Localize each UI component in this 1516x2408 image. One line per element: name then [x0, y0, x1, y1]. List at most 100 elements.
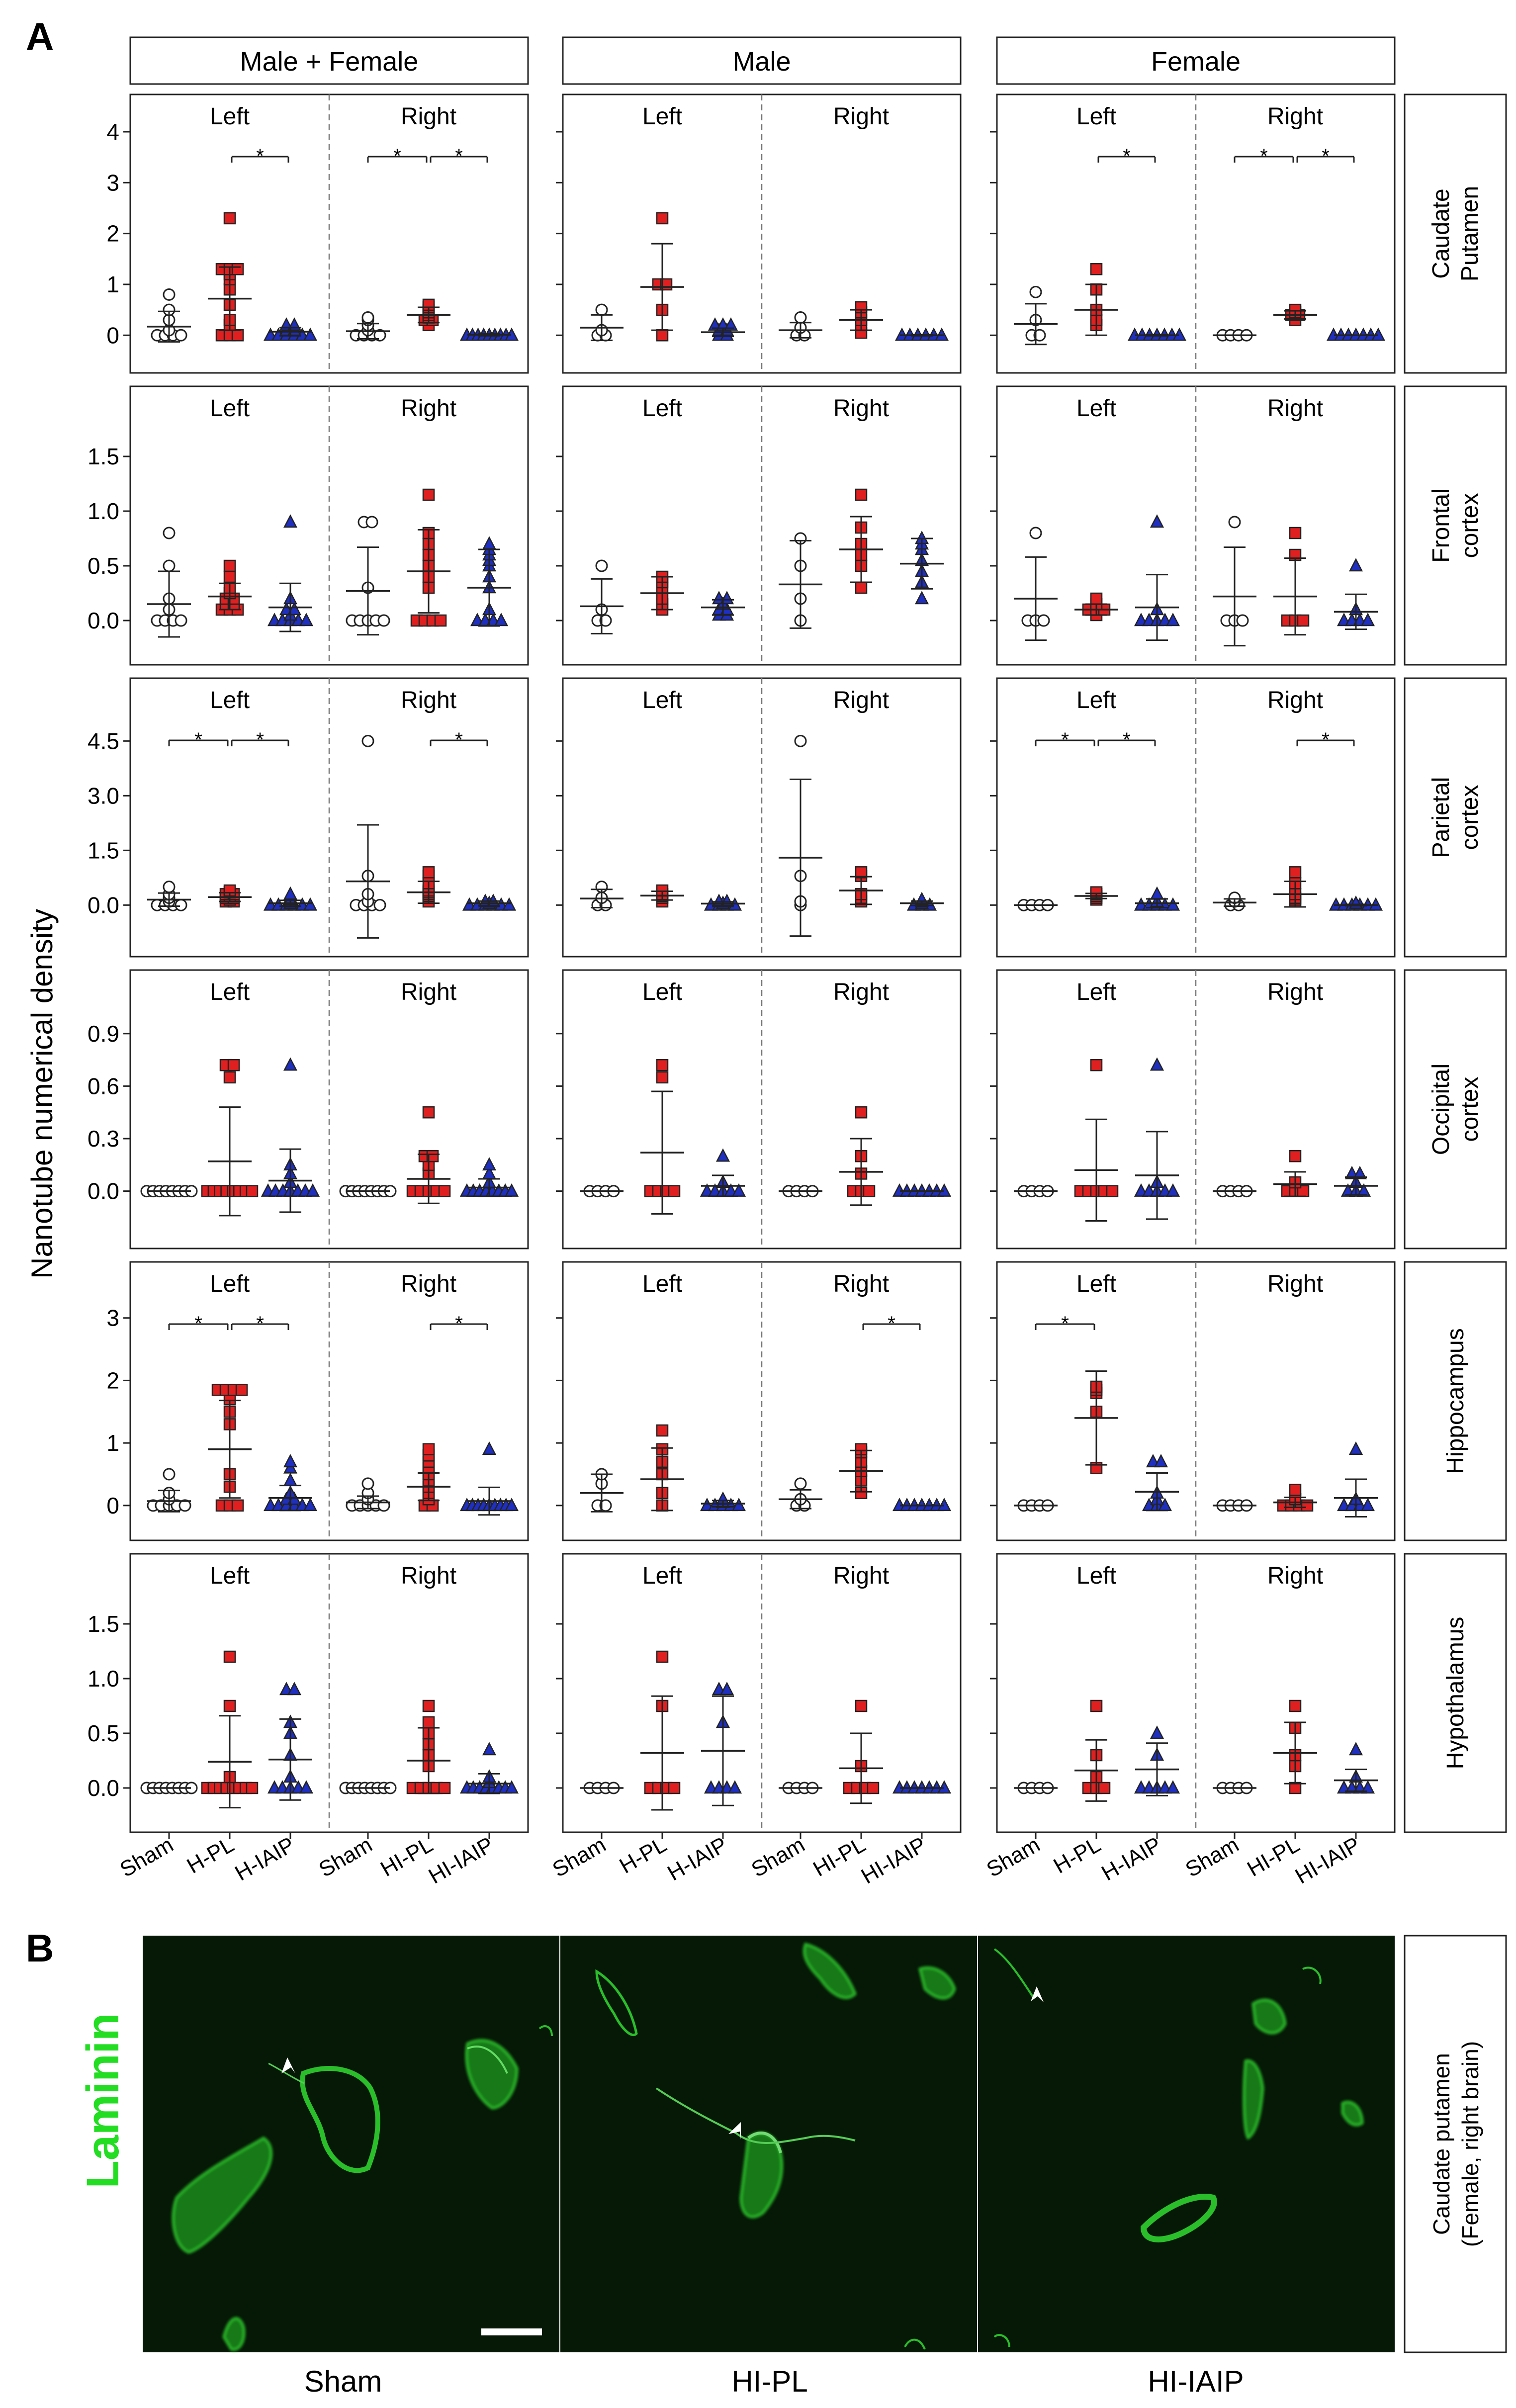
side-label-left: Left — [210, 1271, 250, 1297]
row-label-text: Occipital — [1428, 1064, 1454, 1155]
row-label-text: Caudate — [1428, 188, 1454, 278]
point-sham — [373, 898, 386, 911]
point-iaip — [303, 1498, 318, 1512]
sig-bracket: * — [862, 1313, 921, 1335]
chart-panel-r3-c1: Left Right — [556, 969, 962, 1249]
sig-star: * — [194, 1313, 202, 1335]
point-sham — [163, 527, 176, 539]
y-tick-label: 0.0 — [88, 1775, 119, 1801]
side-label-right: Right — [1267, 1563, 1323, 1589]
y-tick-label: 0.0 — [88, 892, 119, 918]
side-label-right: Right — [401, 1271, 456, 1297]
point-pl — [223, 1071, 236, 1084]
y-tick-label: 3 — [106, 1305, 119, 1331]
point-iaip — [1150, 514, 1164, 528]
y-tick-label: 1 — [106, 1430, 119, 1456]
y-tick-label: 0 — [106, 322, 119, 348]
side-label-left: Left — [1076, 687, 1116, 713]
point-iaip — [283, 514, 298, 528]
x-tick-label: H-IAIP — [1097, 1832, 1165, 1885]
point-pl — [422, 1106, 435, 1119]
side-label-left: Left — [642, 1271, 682, 1297]
side-label-right: Right — [401, 395, 456, 422]
point-sham — [1236, 614, 1249, 627]
y-tick-label: 1 — [106, 271, 119, 297]
point-sham — [163, 288, 176, 301]
point-iaip — [482, 1157, 497, 1171]
side-label-left: Left — [210, 979, 250, 1005]
y-axis-label: Nanotube numerical density — [25, 909, 59, 1279]
point-pl — [422, 866, 435, 879]
micrograph-hi-pl — [560, 1936, 977, 2352]
sig-star: * — [1061, 729, 1069, 751]
sig-bracket: * — [1035, 1313, 1095, 1335]
sig-bracket: * — [168, 729, 229, 751]
point-pl — [235, 1384, 248, 1396]
point-pl — [1090, 592, 1103, 605]
x-tick-label: Sham — [548, 1832, 610, 1882]
row-label-box — [1404, 677, 1507, 958]
panel-letter-a: A — [26, 14, 54, 58]
point-pl — [422, 1699, 435, 1712]
x-tick-label: H-PL — [616, 1832, 671, 1878]
point-pl — [438, 1782, 451, 1794]
chart-panel-r1-c1: Left Right — [556, 385, 962, 666]
point-pl — [223, 570, 236, 583]
point-iaip — [504, 1498, 519, 1512]
x-tick-label: HI-IAIP — [1291, 1832, 1364, 1888]
stain-label: Laminin — [78, 2013, 128, 2189]
sig-bracket: * — [231, 145, 289, 167]
chart-panel-r4-c0: 0 1 2 3 Left * * Right * — [106, 1261, 529, 1541]
y-tick-label: 0.5 — [88, 1720, 119, 1746]
point-iaip — [1348, 1441, 1363, 1455]
point-iaip — [1165, 1183, 1180, 1197]
point-sham — [163, 559, 176, 572]
side-label-right: Right — [401, 687, 456, 713]
side-label-left: Left — [1076, 103, 1116, 130]
side-label-right: Right — [833, 103, 889, 130]
point-pl — [867, 1782, 880, 1794]
point-pl — [1090, 1699, 1103, 1712]
y-tick-label: 3 — [106, 170, 119, 195]
point-sham — [175, 329, 187, 342]
point-iaip — [1352, 1165, 1367, 1179]
column-header-male: Male — [562, 36, 962, 85]
point-iaip — [299, 1780, 314, 1794]
point-pl — [1090, 1059, 1103, 1071]
side-label-right: Right — [833, 687, 889, 713]
side-label-right: Right — [401, 979, 456, 1005]
point-sham — [794, 1477, 807, 1490]
point-pl — [1106, 1185, 1119, 1197]
point-pl — [855, 488, 868, 501]
point-iaip — [1154, 1454, 1168, 1468]
chart-panel-r2-c2: Left * * Right * — [990, 677, 1396, 958]
sig-star: * — [455, 729, 463, 751]
row-label-box — [1404, 969, 1507, 1249]
chart-panel-r0-c2: Left * Right * * — [990, 93, 1396, 374]
point-pl — [656, 1424, 669, 1437]
sig-bracket: * — [231, 1313, 289, 1335]
sig-bracket: * — [430, 145, 488, 167]
point-pl — [231, 329, 244, 342]
point-sham — [361, 311, 374, 324]
point-iaip — [731, 1183, 746, 1197]
point-iaip — [1360, 1780, 1375, 1794]
side-label-right: Right — [1267, 979, 1323, 1005]
point-sham — [163, 881, 176, 893]
point-iaip — [303, 897, 318, 911]
point-iaip — [1356, 1183, 1371, 1197]
point-sham — [1029, 285, 1042, 298]
side-label-left: Left — [1076, 395, 1116, 422]
point-iaip — [1360, 1498, 1375, 1512]
point-pl — [656, 1071, 669, 1084]
point-iaip — [1165, 897, 1180, 911]
chart-panel-r1-c0: 0.0 0.5 1.0 1.5 Left Right — [88, 385, 529, 666]
point-pl — [223, 559, 236, 572]
row-label-box — [1404, 93, 1507, 374]
point-pl — [863, 1185, 876, 1197]
x-tick-label: H-IAIP — [663, 1832, 731, 1885]
